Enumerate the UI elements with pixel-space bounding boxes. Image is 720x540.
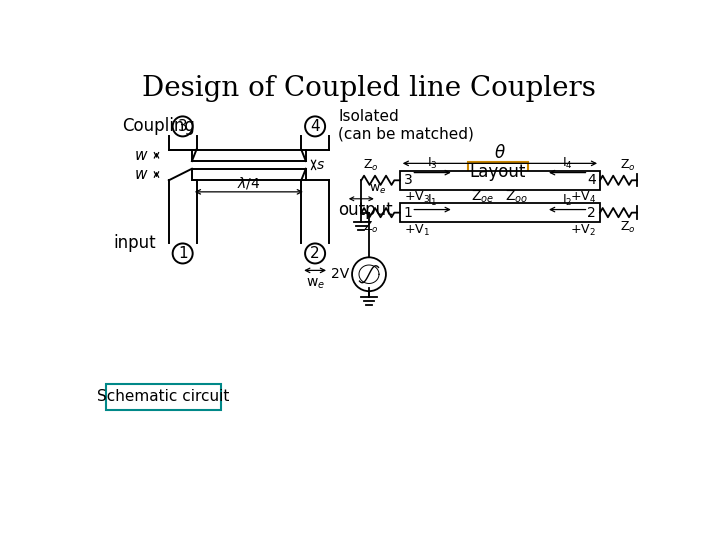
Text: Z$_o$: Z$_o$ (363, 158, 379, 173)
Text: +V$_4$: +V$_4$ (570, 190, 596, 205)
Text: w$_e$: w$_e$ (369, 183, 387, 195)
Text: Schematic circuit: Schematic circuit (97, 389, 230, 404)
Text: I$_4$: I$_4$ (562, 156, 573, 171)
Text: 1: 1 (178, 246, 187, 261)
Bar (106, 383, 221, 410)
Text: 2: 2 (588, 206, 596, 220)
Bar (400, 171, 600, 190)
Text: Coupling: Coupling (122, 117, 195, 136)
Text: w: w (135, 148, 148, 163)
Text: I$_3$: I$_3$ (427, 156, 438, 171)
Text: $\theta$: $\theta$ (494, 144, 506, 162)
Text: +V$_1$: +V$_1$ (404, 222, 430, 238)
Bar (400, 204, 600, 222)
Text: I$_1$: I$_1$ (427, 193, 438, 208)
Text: output: output (338, 200, 393, 219)
Text: input: input (113, 234, 156, 252)
Text: s: s (317, 158, 324, 172)
Text: +V$_3$: +V$_3$ (404, 190, 430, 205)
Text: Z$_o$: Z$_o$ (620, 220, 636, 235)
Text: $\lambda$/4: $\lambda$/4 (237, 175, 261, 191)
Text: 2: 2 (310, 246, 320, 261)
Text: Layout: Layout (469, 163, 526, 181)
Text: Isolated
(can be matched): Isolated (can be matched) (338, 109, 474, 141)
Text: w: w (135, 167, 148, 182)
Text: w$_e$: w$_e$ (305, 276, 325, 291)
Text: Z$_{oo}$: Z$_{oo}$ (505, 188, 528, 205)
Text: Z$_o$: Z$_o$ (620, 158, 636, 173)
Text: 3: 3 (178, 119, 187, 134)
Text: 2V: 2V (330, 267, 349, 281)
Text: 4: 4 (588, 173, 596, 187)
Text: Z$_o$: Z$_o$ (363, 220, 379, 235)
Text: 4: 4 (310, 119, 320, 134)
Text: 1: 1 (404, 206, 413, 220)
Text: Design of Coupled line Couplers: Design of Coupled line Couplers (142, 75, 596, 102)
Bar (467, 162, 528, 182)
Text: Z$_{oe}$: Z$_{oe}$ (472, 188, 495, 205)
Text: 3: 3 (404, 173, 413, 187)
Text: +V$_2$: +V$_2$ (570, 222, 596, 238)
Text: I$_2$: I$_2$ (562, 193, 573, 208)
